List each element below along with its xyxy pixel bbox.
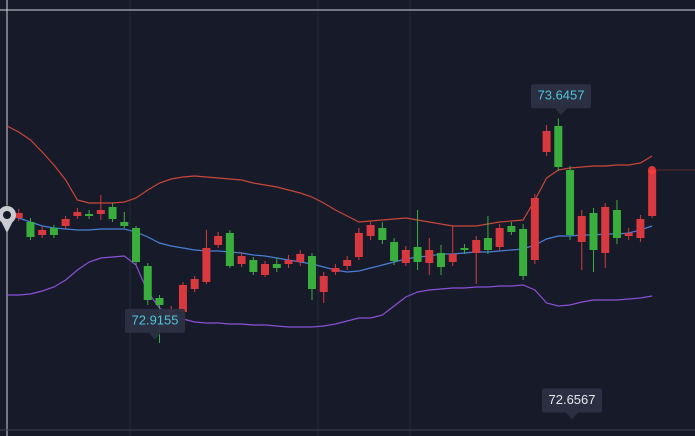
candle-body bbox=[202, 248, 211, 282]
plot: 73.6457 72.9155 72.6567 bbox=[3, 84, 657, 420]
callout-pointer bbox=[555, 108, 567, 116]
candle-body bbox=[14, 212, 23, 218]
band-line bbox=[7, 255, 653, 328]
candle-body bbox=[319, 276, 328, 292]
candle-body bbox=[96, 210, 105, 214]
candle-body bbox=[61, 218, 70, 226]
candle-body bbox=[120, 222, 129, 226]
candle-body bbox=[366, 224, 375, 236]
candle-body bbox=[401, 250, 410, 263]
callout-box bbox=[531, 84, 591, 109]
callout-label: 72.9155 bbox=[132, 312, 179, 327]
candle-body bbox=[589, 212, 598, 250]
price-callout: 72.9155 bbox=[125, 308, 185, 340]
candle-body bbox=[261, 264, 270, 275]
band-line bbox=[6, 125, 653, 227]
candle-body bbox=[178, 284, 187, 312]
candle-body bbox=[425, 250, 434, 263]
candle-body bbox=[519, 228, 528, 276]
candle-body bbox=[354, 232, 363, 257]
candle-body bbox=[49, 228, 58, 235]
candle-body bbox=[566, 170, 575, 235]
callout-box bbox=[125, 308, 185, 333]
callout-box bbox=[542, 388, 602, 413]
candle-body bbox=[155, 298, 164, 305]
candle-body bbox=[554, 126, 563, 167]
candle-body bbox=[272, 264, 281, 268]
candle-body bbox=[38, 230, 47, 235]
last-price-dot bbox=[648, 166, 656, 174]
candle-body bbox=[132, 228, 141, 262]
candle-body bbox=[460, 248, 469, 250]
callout-pointer bbox=[566, 412, 578, 420]
pin-tip bbox=[1, 221, 13, 233]
band-line bbox=[6, 214, 653, 273]
candle-body bbox=[624, 232, 633, 236]
candle-body bbox=[307, 256, 316, 289]
candle-body bbox=[448, 254, 457, 262]
candle-body bbox=[343, 260, 352, 266]
candle-body bbox=[648, 170, 657, 216]
pin-hole bbox=[3, 211, 11, 219]
candle-body bbox=[601, 206, 610, 253]
candle-body bbox=[378, 228, 387, 240]
candle-body bbox=[507, 226, 516, 232]
candle-body bbox=[390, 242, 399, 261]
callout-label: 73.6457 bbox=[538, 88, 585, 103]
candle-body bbox=[225, 232, 234, 266]
candle-body bbox=[26, 222, 35, 237]
candle-body bbox=[472, 240, 481, 253]
candle-body bbox=[85, 214, 94, 216]
candle-body bbox=[437, 252, 446, 267]
candle-body bbox=[636, 218, 645, 238]
candle-body bbox=[612, 210, 621, 238]
candle-body bbox=[483, 238, 492, 250]
price-callout: 72.6567 bbox=[542, 388, 602, 420]
callout-pointer bbox=[149, 332, 161, 340]
callout-label: 72.6567 bbox=[549, 392, 596, 407]
candle-body bbox=[577, 216, 586, 242]
candle-body bbox=[143, 266, 152, 300]
candle-body bbox=[108, 206, 117, 219]
candle-body bbox=[214, 236, 223, 245]
candle-body bbox=[296, 254, 305, 262]
candle-body bbox=[284, 260, 293, 264]
candle-body bbox=[542, 130, 551, 152]
candle-body bbox=[73, 212, 82, 216]
candle-body bbox=[249, 260, 258, 272]
price-callout: 73.6457 bbox=[531, 84, 591, 116]
candle-body bbox=[190, 278, 199, 289]
candle-body bbox=[331, 268, 340, 272]
candle-body bbox=[413, 246, 422, 262]
pin-icon bbox=[0, 206, 16, 233]
candle-body bbox=[530, 198, 539, 260]
candle-body bbox=[495, 228, 504, 247]
candle-body bbox=[237, 256, 246, 264]
